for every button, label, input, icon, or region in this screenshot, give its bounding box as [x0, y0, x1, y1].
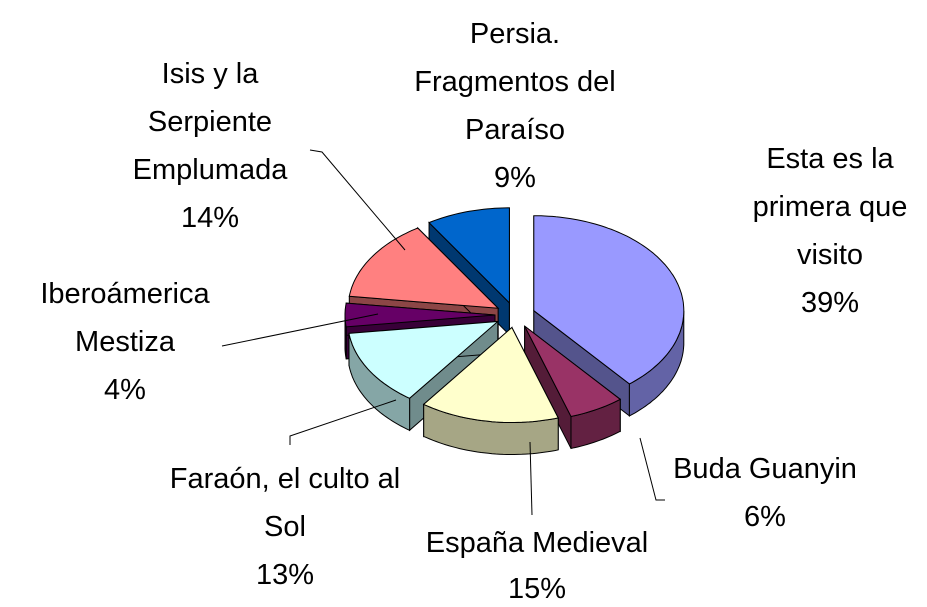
slice	[422, 326, 559, 423]
category-label: España Medieval	[425, 527, 649, 559]
leader-line	[309, 149, 406, 251]
slice	[344, 302, 496, 328]
slice-label: Isis y la Serpiente Emplumada 14%	[125, 50, 295, 242]
slice	[533, 215, 685, 385]
slice-label: Iberoámerica Mestiza 4%	[20, 270, 230, 414]
category-label: Esta es la primera que visito	[752, 143, 908, 271]
leader-line	[221, 313, 379, 347]
slice-label: Persia. Fragmentos del Paraíso 9%	[395, 10, 635, 202]
leader-line	[529, 441, 533, 516]
category-label: Buda Guanyin	[673, 453, 857, 485]
value-label: 15%	[507, 573, 567, 605]
slice-label: Esta es la primera que visito 39%	[735, 135, 925, 327]
leader-lines	[221, 149, 665, 516]
value-label: 9%	[494, 162, 536, 194]
slice	[348, 320, 500, 399]
value-label: 14%	[180, 202, 240, 234]
category-label: Iberoámerica Mestiza	[40, 278, 210, 358]
value-label: 6%	[744, 501, 786, 533]
category-label: Isis y la Serpiente Emplumada	[132, 58, 288, 186]
leader-line	[639, 437, 665, 501]
leader-line	[289, 399, 397, 445]
value-label: 4%	[104, 374, 146, 406]
slice-label: Buda Guanyin 6%	[655, 445, 875, 541]
slice-label: España Medieval 15%	[387, 520, 687, 607]
value-label: 39%	[800, 287, 860, 319]
slices	[344, 207, 685, 455]
value-label: 13%	[255, 559, 315, 591]
category-label: Faraón, el culto al Sol	[169, 463, 401, 543]
slice	[348, 227, 500, 309]
slice-label: Faraón, el culto al Sol 13%	[160, 455, 410, 599]
category-label: Persia. Fragmentos del Paraíso	[414, 18, 616, 146]
slice	[428, 207, 510, 305]
slice	[524, 325, 622, 418]
